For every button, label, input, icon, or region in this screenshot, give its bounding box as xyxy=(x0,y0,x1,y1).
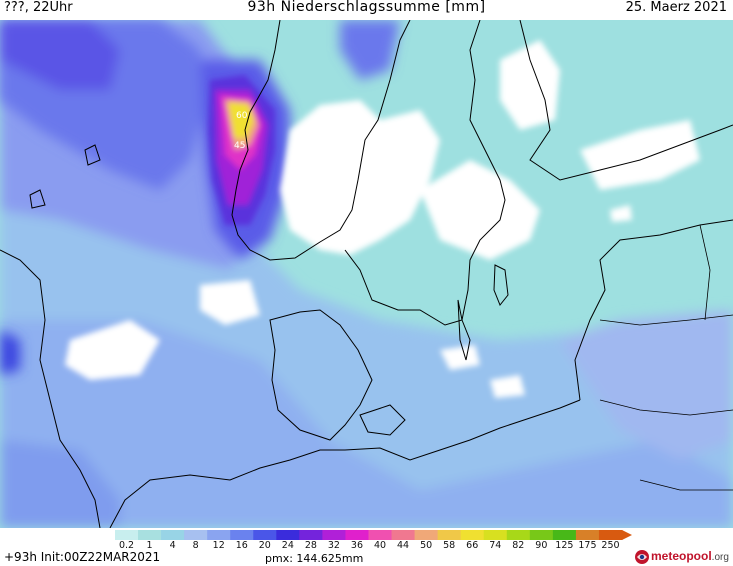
norway-coast-line xyxy=(231,20,359,261)
zealand-outline xyxy=(359,404,406,436)
precipitation-map: 60 45 xyxy=(0,20,733,528)
valid-date-label: 25. Maerz 2021 xyxy=(625,0,727,15)
scale-cell xyxy=(138,530,162,540)
scale-cell xyxy=(161,530,185,540)
dry-areas xyxy=(65,40,700,398)
scale-label: 12 xyxy=(212,540,225,551)
scale-label: 28 xyxy=(304,540,317,551)
scale-label: 125 xyxy=(555,540,574,551)
scale-cell xyxy=(276,530,300,540)
scale-label: 4 xyxy=(169,540,176,551)
scale-cell xyxy=(207,530,231,540)
scale-label: 32 xyxy=(327,540,340,551)
logo-globe-icon xyxy=(635,550,649,564)
denmark-outline xyxy=(269,309,373,441)
contour-labels: 60 45 xyxy=(234,111,248,151)
color-scale-labels: 0.2 1 4 8 12 16 20 24 28 32 36 40 44 50 58 66 74 82 90 125 1… xyxy=(0,540,733,552)
scale-label: 50 xyxy=(420,540,433,551)
border-line-3 xyxy=(639,479,733,491)
sweden-border-line xyxy=(357,20,411,181)
scale-cell xyxy=(184,530,208,540)
scale-label: 20 xyxy=(258,540,271,551)
scale-label: 250 xyxy=(601,540,620,551)
uk-east-coast-line xyxy=(0,249,101,528)
scale-label: 40 xyxy=(373,540,387,551)
baltic-states-coast-line xyxy=(574,219,733,401)
shetland-outline xyxy=(84,144,101,166)
scale-label: 175 xyxy=(578,540,597,551)
scale-label: 0.2 xyxy=(118,540,135,551)
scale-label: 90 xyxy=(535,540,548,551)
border-line-4 xyxy=(699,224,711,321)
scale-label: 44 xyxy=(397,540,410,551)
scale-cell xyxy=(391,530,416,540)
coastlines xyxy=(0,20,733,528)
init-time-label: +93h Init:00Z22MAR2021 xyxy=(4,550,161,564)
color-scale-bar xyxy=(115,530,632,540)
scale-label: 16 xyxy=(235,540,248,551)
svg-text:60: 60 xyxy=(236,111,248,121)
scale-cell xyxy=(483,530,508,540)
scale-label: 8 xyxy=(192,540,199,551)
header-bar: ???, 22Uhr 93h Niederschlagssumme [mm] 2… xyxy=(0,0,733,20)
scale-cell xyxy=(529,530,554,540)
border-line-1 xyxy=(599,314,733,326)
north-sea-coast-line xyxy=(109,449,345,528)
scale-cell xyxy=(368,530,393,540)
scale-label: 82 xyxy=(512,540,525,551)
valid-time-label: ???, 22Uhr xyxy=(4,0,73,15)
meteopool-logo[interactable]: meteopool.org xyxy=(634,548,733,566)
logo-suffix: .org xyxy=(711,552,729,563)
scale-cell xyxy=(437,530,462,540)
gotland-outline xyxy=(493,264,509,306)
scale-label: 66 xyxy=(466,540,479,551)
scale-cell xyxy=(299,530,323,540)
scale-cell xyxy=(253,530,277,540)
border-line-2 xyxy=(599,399,733,416)
orkney-outline xyxy=(29,189,46,209)
scale-cell xyxy=(552,530,577,540)
scale-cell xyxy=(115,530,139,540)
scale-label: 24 xyxy=(281,540,294,551)
scale-cell xyxy=(414,530,439,540)
scale-cell xyxy=(598,530,623,540)
scale-label: 58 xyxy=(443,540,456,551)
scale-cell xyxy=(322,530,346,540)
scale-cell xyxy=(230,530,254,540)
scale-arrow-icon xyxy=(622,530,632,540)
scale-label: 74 xyxy=(489,540,502,551)
baltic-south-coast-line xyxy=(344,399,581,461)
sweden-coast-line xyxy=(344,20,506,326)
scale-cell xyxy=(506,530,531,540)
oland-outline xyxy=(457,299,471,361)
scale-cell xyxy=(345,530,369,540)
pmx-value-label: pmx: 144.625mm xyxy=(265,552,364,565)
logo-text: meteopool xyxy=(651,549,712,563)
map-title: 93h Niederschlagssumme [mm] xyxy=(247,0,486,15)
finland-coast-line xyxy=(519,20,733,181)
scale-label: 36 xyxy=(350,540,364,551)
svg-text:45: 45 xyxy=(234,141,245,151)
scale-cell xyxy=(575,530,600,540)
scale-label: 1 xyxy=(146,540,153,551)
scale-cell xyxy=(460,530,485,540)
max-precip-core xyxy=(208,75,275,225)
